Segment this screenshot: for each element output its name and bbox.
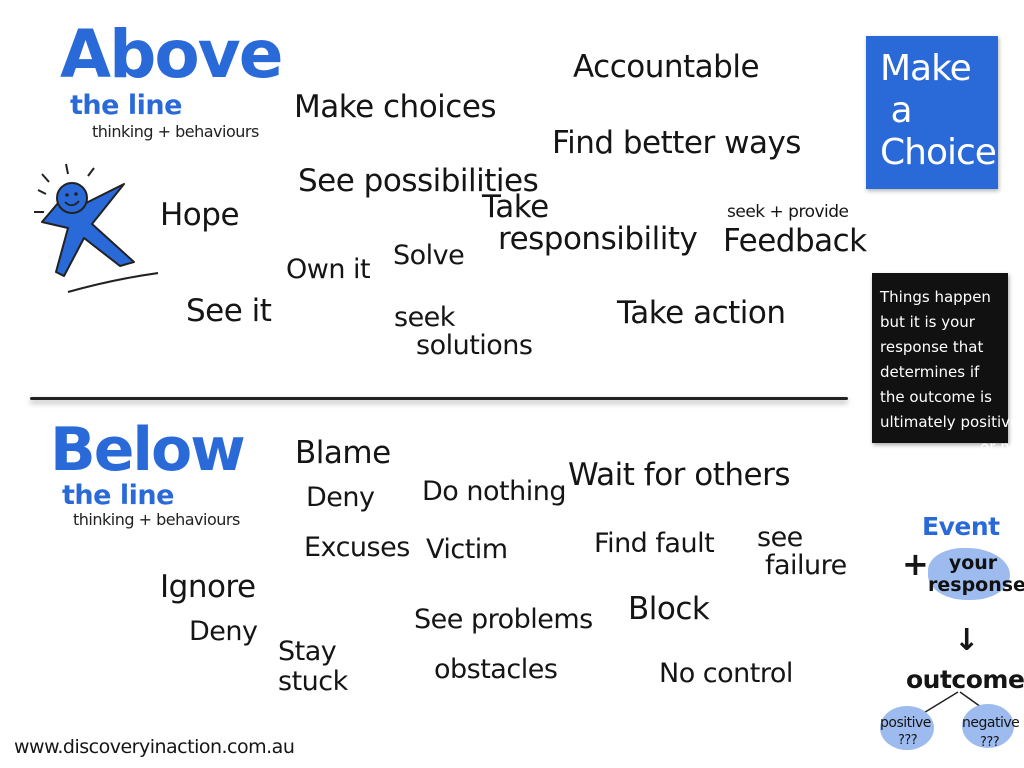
word-obstacles: obstacles [434, 654, 558, 685]
word-seek-provide: seek + provide [727, 202, 849, 222]
word-own-it: Own it [286, 254, 371, 285]
outcome-label: outcome [906, 665, 1024, 694]
word-blame: Blame [295, 435, 391, 471]
website-url: www.discoveryinaction.com.au [14, 736, 295, 758]
word-see: see [757, 522, 803, 553]
word-stay: Stay [278, 636, 337, 667]
make-choice-text: Make a Choice ! [880, 48, 1021, 173]
stick-figure-icon [34, 163, 158, 293]
things-happen-panel: Things happen but it is your response th… [872, 273, 1024, 456]
make-choice-panel: Make a Choice ! [866, 36, 1021, 189]
word-take: Take [482, 189, 549, 225]
word-find-better-ways: Find better ways [552, 125, 801, 161]
word-excuses: Excuses [304, 532, 410, 563]
negative-label: negative [962, 715, 1020, 731]
event-label: Event [922, 512, 1000, 541]
word-responsibility: responsibility [498, 221, 698, 257]
word-solve: Solve [393, 240, 465, 271]
word-ignore: Ignore [160, 569, 256, 605]
word-seek: seek [394, 302, 455, 333]
positive-label: positive [880, 715, 931, 731]
word-block: Block [628, 591, 710, 627]
word-wait-for-others: Wait for others [568, 457, 791, 493]
below-caption: thinking + behaviours [73, 510, 240, 529]
word-see-it: See it [186, 293, 272, 329]
word-make-choices: Make choices [294, 89, 497, 125]
word-solutions: solutions [416, 330, 533, 361]
negative-highlight [962, 704, 1014, 748]
below-title: Below [50, 415, 246, 485]
plus-icon: + [902, 545, 929, 583]
positive-question-marks: ??? [898, 733, 918, 748]
word-take-action: Take action [617, 295, 786, 331]
word-victim: Victim [426, 534, 508, 565]
response-highlight [928, 548, 1010, 600]
word-find-fault: Find fault [594, 528, 715, 559]
word-do-nothing: Do nothing [422, 476, 566, 507]
word-deny-2: Deny [189, 616, 258, 647]
word-failure: failure [765, 550, 847, 581]
word-hope: Hope [160, 197, 240, 233]
word-accountable: Accountable [573, 49, 760, 85]
word-stuck: stuck [278, 666, 348, 697]
word-see-problems: See problems [414, 604, 593, 635]
word-no-control: No control [659, 658, 793, 689]
positive-highlight [880, 706, 934, 750]
down-arrow-icon: ↓ [954, 623, 979, 658]
things-happen-text: Things happen but it is your response th… [880, 288, 1024, 456]
word-deny: Deny [306, 482, 375, 513]
word-see-possibilities: See possibilities [298, 163, 539, 199]
word-feedback: Feedback [723, 223, 867, 259]
your-response-label: your response [928, 552, 1024, 596]
above-title: Above [60, 16, 283, 93]
above-caption: thinking + behaviours [92, 122, 259, 141]
negative-question-marks: ??? [980, 735, 1000, 750]
below-subtitle: the line [62, 480, 174, 511]
above-subtitle: the line [70, 90, 182, 121]
divider-line [30, 397, 848, 400]
